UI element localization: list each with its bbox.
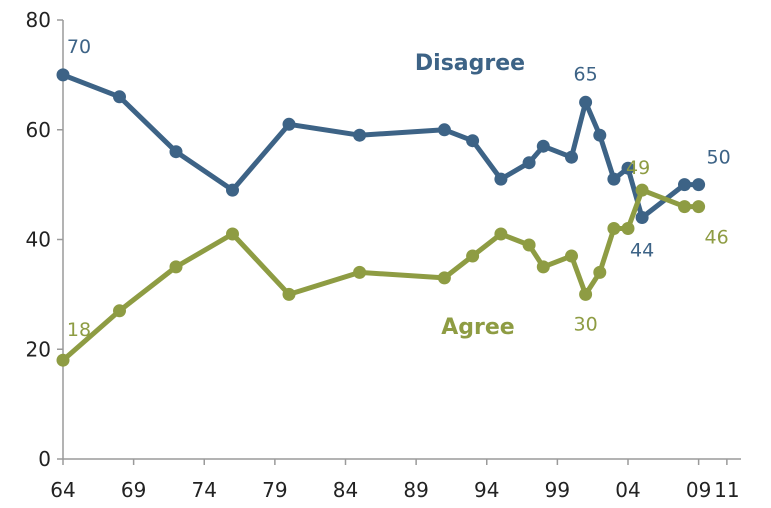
disagree-data-label: 65 — [574, 63, 598, 85]
agree-data-label: 46 — [705, 227, 729, 249]
disagree-data-point — [522, 156, 536, 170]
disagree-series-line — [60, 72, 702, 220]
agree-data-point — [353, 265, 367, 279]
y-tick-label: 0 — [38, 447, 51, 471]
x-tick-label: 69 — [121, 478, 146, 502]
agree-data-point — [621, 222, 635, 235]
x-tick-label: 89 — [403, 478, 428, 502]
label-layer: Disagree Agree 70 65 44 50 18 30 49 46 — [67, 36, 731, 341]
x-tick-label: 11 — [714, 478, 739, 502]
disagree-data-point — [169, 145, 183, 159]
agree-data-point — [678, 200, 691, 214]
agree-data-label: 49 — [626, 157, 650, 179]
x-tick-label: 04 — [615, 478, 640, 502]
y-tick-label: 80 — [26, 8, 51, 32]
disagree-data-point — [678, 178, 691, 192]
disagree-data-point — [593, 128, 607, 142]
agree-data-point — [593, 265, 607, 279]
disagree-data-point — [437, 123, 451, 137]
disagree-data-label: 70 — [67, 36, 91, 58]
x-tick-label: 94 — [474, 478, 499, 502]
agree-data-point — [536, 260, 550, 274]
disagree-data-point — [466, 134, 480, 148]
disagree-data-point — [113, 90, 126, 104]
x-tick-label: 74 — [192, 478, 217, 502]
agree-data-label: 18 — [67, 319, 91, 341]
disagree-data-point — [579, 95, 593, 109]
agree-data-point — [494, 227, 508, 241]
y-tick-label: 40 — [26, 228, 51, 252]
disagree-data-label: 44 — [630, 240, 654, 262]
agree-data-point — [56, 353, 70, 367]
disagree-data-point — [226, 183, 239, 197]
agree-data-point — [635, 183, 649, 197]
disagree-data-label: 50 — [707, 147, 731, 169]
disagree-data-point — [56, 68, 70, 82]
series-layer — [56, 68, 706, 367]
agree-data-point — [466, 249, 480, 263]
agree-data-point — [226, 227, 239, 241]
disagree-series-label: Disagree — [415, 51, 525, 76]
disagree-data-point — [282, 117, 296, 131]
agree-data-point — [579, 287, 593, 301]
disagree-data-point — [565, 150, 578, 164]
agree-data-point — [565, 249, 578, 263]
agree-data-label: 30 — [574, 313, 598, 335]
y-tick-label: 60 — [26, 118, 51, 142]
agree-data-point — [522, 238, 536, 252]
disagree-data-point — [621, 161, 635, 175]
agree-data-point — [437, 271, 451, 285]
agree-data-point — [607, 222, 621, 235]
x-tick-label: 64 — [50, 478, 75, 502]
agree-data-point — [282, 287, 296, 301]
x-axis-ticks: 64 69 74 79 84 89 94 99 04 09 11 — [50, 459, 740, 502]
agree-data-point — [692, 200, 706, 214]
disagree-data-point — [353, 128, 367, 142]
x-tick-label: 79 — [262, 478, 287, 502]
x-tick-label: 84 — [333, 478, 358, 502]
disagree-data-point — [494, 172, 508, 186]
x-tick-label: 99 — [545, 478, 570, 502]
agree-data-point — [169, 260, 183, 274]
y-tick-label: 20 — [26, 337, 51, 361]
disagree-data-point — [607, 172, 621, 186]
disagree-data-point — [536, 139, 550, 153]
x-tick-label: 09 — [686, 478, 711, 502]
axes — [62, 20, 741, 460]
agree-series-label: Agree — [441, 315, 514, 340]
disagree-data-point — [635, 211, 649, 224]
agree-data-point — [113, 304, 126, 318]
y-axis-ticks: 0 20 40 60 80 — [26, 8, 63, 471]
disagree-data-point — [692, 178, 706, 192]
